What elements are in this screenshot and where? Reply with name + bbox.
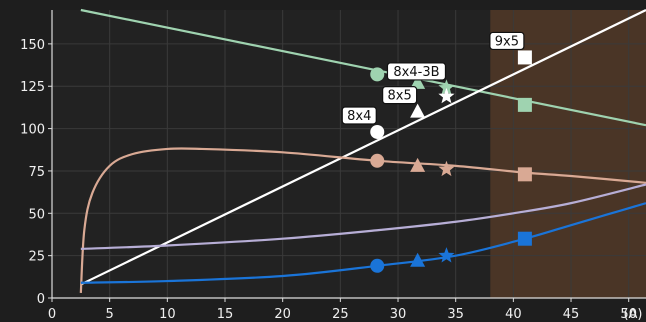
x-tick-label: 35 — [447, 307, 464, 322]
triangle-marker — [410, 74, 426, 89]
star-marker — [438, 79, 455, 95]
x-tick-label: 40 — [505, 307, 522, 322]
annotation-label: 8x4 — [347, 109, 371, 124]
circle-marker — [370, 67, 385, 82]
triangle-marker — [410, 157, 426, 172]
x-tick-label: 10 — [159, 307, 176, 322]
annotation-label: 9x5 — [495, 34, 519, 49]
annotation-label-box — [386, 62, 447, 81]
y-tick-label: 75 — [28, 165, 45, 180]
y-tick-label: 0 — [37, 292, 45, 307]
square-marker — [517, 97, 532, 112]
x-tick-label: 30 — [390, 307, 407, 322]
triangle-marker — [410, 252, 426, 267]
triangle-marker — [410, 103, 426, 118]
annotation-label: 8x5 — [388, 89, 412, 104]
annotation-label: 8x4-3B — [393, 65, 439, 80]
x-tick-label: 15 — [217, 307, 234, 322]
shaded-region — [490, 10, 646, 298]
x-tick-label: 45 — [563, 307, 580, 322]
series-line — [80, 202, 646, 284]
series-line — [80, 9, 646, 286]
star-marker — [438, 87, 455, 104]
x-tick-label: 50 — [620, 307, 637, 322]
square-marker — [517, 167, 532, 182]
square-marker — [517, 231, 532, 246]
x-tick-label: 20 — [274, 307, 291, 322]
circle-marker — [370, 258, 385, 273]
square-marker — [517, 50, 532, 65]
star-marker — [438, 160, 455, 177]
x-tick-label: 25 — [332, 307, 349, 322]
x-tick-label: 5 — [106, 307, 114, 322]
annotation-label-box — [341, 106, 377, 125]
annotation-label-box — [489, 31, 525, 51]
y-tick-label: 50 — [28, 207, 45, 222]
series-line — [80, 8, 646, 127]
x-unit-label: (A) — [623, 307, 642, 322]
series-line — [80, 183, 646, 250]
star-marker — [438, 247, 455, 263]
annotation-label-box — [382, 86, 418, 105]
circle-marker — [370, 124, 385, 139]
circle-marker — [370, 153, 385, 168]
y-tick-label: 125 — [20, 80, 45, 95]
y-tick-label: 150 — [20, 38, 45, 53]
y-tick-label: 100 — [20, 123, 45, 138]
y-tick-label: 25 — [28, 250, 45, 265]
x-tick-label: 0 — [48, 307, 56, 322]
